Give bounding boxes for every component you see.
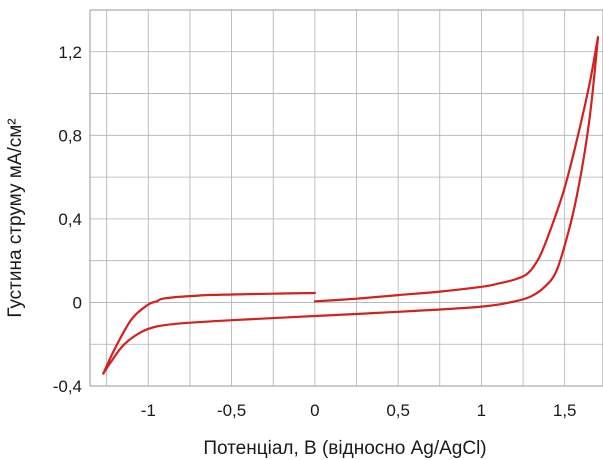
x-tick-label: -0,5 bbox=[217, 401, 246, 420]
series-line-1 bbox=[313, 36, 600, 303]
y-tick-label: -0,4 bbox=[53, 377, 82, 396]
y-tick-label: 1,2 bbox=[58, 43, 82, 62]
y-tick-label: 0,8 bbox=[58, 126, 82, 145]
x-tick-label: -1 bbox=[141, 401, 156, 420]
x-tick-label: 1,5 bbox=[553, 401, 577, 420]
plot-frame bbox=[89, 9, 603, 387]
y-tick-labels: -0,4 0 0,4 0,8 1,2 bbox=[53, 43, 82, 396]
y-tick-label: 0,4 bbox=[58, 210, 82, 229]
x-tick-label: 0,5 bbox=[386, 401, 410, 420]
x-tick-labels: -1 -0,5 0 0,5 1 1,5 bbox=[141, 401, 577, 420]
x-axis-label: Потенціал, В (відносно Ag/AgCl) bbox=[203, 438, 486, 459]
x-tick-label: 0 bbox=[310, 401, 319, 420]
x-tick-label: 1 bbox=[477, 401, 486, 420]
series-line-2 bbox=[102, 36, 600, 375]
grid bbox=[90, 9, 603, 387]
series-line-3 bbox=[102, 291, 316, 375]
y-tick-label: 0 bbox=[73, 293, 82, 312]
y-axis-label: Густина струму мА/см² bbox=[5, 118, 26, 317]
curve-group bbox=[102, 36, 600, 375]
